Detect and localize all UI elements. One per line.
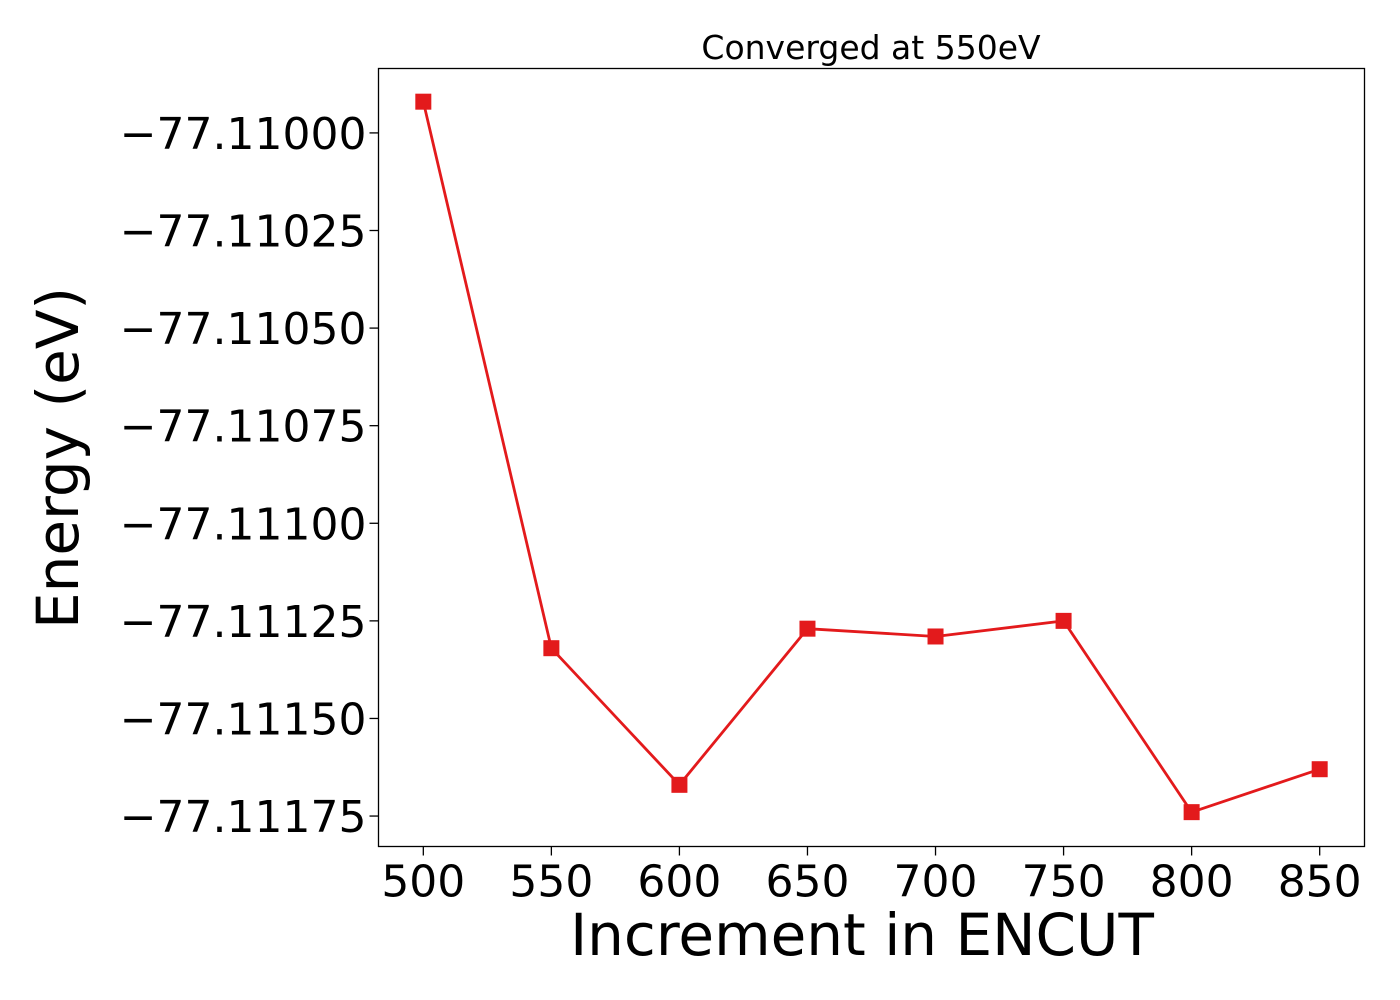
data-point-marker [543,640,560,657]
x-axis-ticks: 500 550 600 650 700 750 800 850 [381,846,1362,908]
x-axis-title: Increment in ENCUT [570,901,1154,969]
x-tick-label: 750 [1022,857,1106,908]
x-tick-label: 700 [894,857,978,908]
y-tick-label: −77.11100 [120,499,367,550]
data-point-marker [1055,612,1072,629]
x-tick-label: 550 [509,857,593,908]
y-tick-label: −77.11125 [120,597,367,648]
plot-frame [377,67,1366,848]
x-tick-label: 850 [1278,857,1362,908]
x-tick-label: 650 [765,857,849,908]
y-tick-label: −77.11075 [120,402,367,453]
chart-title: Converged at 550eV [701,28,1041,67]
x-tick-label: 600 [637,857,721,908]
y-axis-title: Energy (eV) [24,287,92,629]
y-tick-label: −77.11150 [120,694,367,745]
data-point-marker [671,776,688,793]
y-tick-label: −77.11050 [120,304,367,355]
y-tick-label: −77.11175 [120,792,367,843]
x-tick-label: 500 [381,857,465,908]
data-point-marker [1183,804,1200,821]
y-tick-label: −77.11025 [120,207,367,258]
series-line [421,101,1321,814]
data-point-marker [415,93,432,110]
data-point-marker [799,620,816,637]
series-layer [415,93,1328,821]
x-tick-label: 800 [1150,857,1234,908]
data-point-marker [927,628,944,645]
data-point-marker [1311,761,1328,778]
y-tick-label: −77.11000 [120,109,367,160]
y-axis-ticks: −77.11000 −77.11025 −77.11050 −77.11075 −77.… [120,109,379,843]
